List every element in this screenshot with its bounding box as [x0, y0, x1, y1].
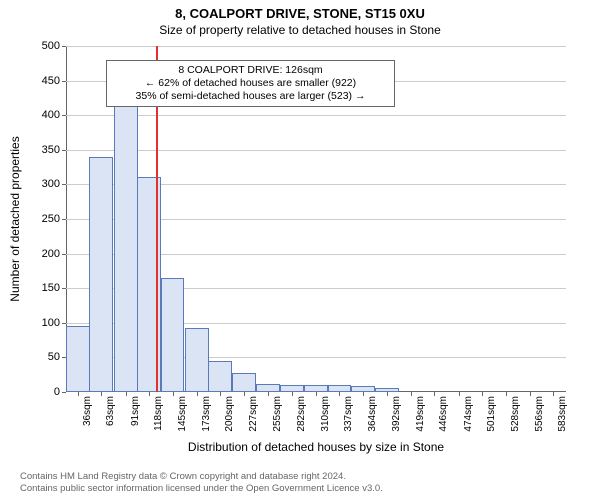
xtick-mark	[434, 392, 435, 396]
xtick-mark	[339, 392, 340, 396]
ytick-label: 400	[42, 109, 60, 121]
footer-line-2: Contains public sector information licen…	[20, 483, 580, 494]
xtick-label: 173sqm	[201, 396, 212, 432]
histogram-bar	[256, 384, 280, 392]
ytick-label: 500	[42, 40, 60, 52]
ytick-label: 200	[42, 248, 60, 260]
xtick-label: 501sqm	[486, 396, 497, 432]
annotation-line2: ← 62% of detached houses are smaller (92…	[113, 77, 388, 90]
ytick-label: 450	[42, 75, 60, 87]
footer-line-1: Contains HM Land Registry data © Crown c…	[20, 471, 580, 482]
xtick-mark	[553, 392, 554, 396]
x-axis-label: Distribution of detached houses by size …	[66, 440, 566, 454]
annotation-line3: 35% of semi-detached houses are larger (…	[113, 90, 388, 103]
xtick-mark	[101, 392, 102, 396]
xtick-mark	[411, 392, 412, 396]
histogram-bar	[328, 385, 352, 392]
histogram-bar	[280, 385, 304, 392]
xtick-mark	[292, 392, 293, 396]
xtick-label: 446sqm	[438, 396, 449, 432]
ytick-label: 0	[54, 386, 60, 398]
annotation-box: 8 COALPORT DRIVE: 126sqm← 62% of detache…	[106, 60, 395, 107]
xtick-mark	[197, 392, 198, 396]
xtick-label: 474sqm	[463, 396, 474, 432]
xtick-label: 528sqm	[510, 396, 521, 432]
chart-title: 8, COALPORT DRIVE, STONE, ST15 0XU	[0, 0, 600, 21]
y-axis-label: Number of detached properties	[8, 46, 24, 392]
ytick-label: 300	[42, 178, 60, 190]
ytick-label: 50	[48, 351, 60, 363]
xtick-label: 282sqm	[296, 396, 307, 432]
xtick-label: 310sqm	[320, 396, 331, 432]
ytick-mark	[62, 254, 66, 255]
histogram-bar	[185, 328, 209, 392]
figure: 8, COALPORT DRIVE, STONE, ST15 0XU Size …	[0, 0, 600, 500]
histogram-bar	[304, 385, 328, 392]
xtick-mark	[316, 392, 317, 396]
annotation-line1: 8 COALPORT DRIVE: 126sqm	[113, 64, 388, 77]
xtick-mark	[482, 392, 483, 396]
histogram-bar	[232, 373, 256, 392]
xtick-label: 583sqm	[557, 396, 568, 432]
xtick-label: 118sqm	[153, 396, 164, 431]
ytick-mark	[62, 184, 66, 185]
ytick-mark	[62, 81, 66, 82]
xtick-mark	[459, 392, 460, 396]
ytick-label: 250	[42, 213, 60, 225]
histogram-bar	[66, 326, 90, 392]
ytick-label: 150	[42, 282, 60, 294]
xtick-label: 255sqm	[272, 396, 283, 432]
xtick-mark	[173, 392, 174, 396]
xtick-label: 337sqm	[343, 396, 354, 432]
xtick-label: 36sqm	[82, 396, 93, 426]
xtick-mark	[268, 392, 269, 396]
grid-line	[66, 46, 566, 47]
ytick-mark	[62, 46, 66, 47]
plot-area: 05010015020025030035040045050036sqm63sqm…	[66, 46, 566, 392]
ytick-mark	[62, 288, 66, 289]
xtick-label: 200sqm	[224, 396, 235, 432]
xtick-label: 392sqm	[391, 396, 402, 432]
xtick-mark	[363, 392, 364, 396]
xtick-mark	[387, 392, 388, 396]
grid-line	[66, 150, 566, 151]
xtick-label: 63sqm	[105, 396, 116, 426]
xtick-label: 227sqm	[248, 396, 259, 432]
xtick-mark	[506, 392, 507, 396]
ytick-label: 100	[42, 317, 60, 329]
xtick-label: 419sqm	[415, 396, 426, 432]
xtick-mark	[244, 392, 245, 396]
xtick-mark	[78, 392, 79, 396]
ytick-mark	[62, 323, 66, 324]
xtick-mark	[530, 392, 531, 396]
histogram-bar	[208, 361, 232, 392]
xtick-label: 556sqm	[534, 396, 545, 432]
attribution-footer: Contains HM Land Registry data © Crown c…	[20, 471, 580, 494]
xtick-label: 364sqm	[367, 396, 378, 432]
histogram-bar	[114, 103, 138, 392]
chart-subtitle: Size of property relative to detached ho…	[0, 21, 600, 37]
ytick-mark	[62, 219, 66, 220]
ytick-label: 350	[42, 144, 60, 156]
histogram-bar	[89, 157, 113, 392]
xtick-mark	[149, 392, 150, 396]
xtick-mark	[126, 392, 127, 396]
grid-line	[66, 115, 566, 116]
ytick-mark	[62, 115, 66, 116]
xtick-mark	[220, 392, 221, 396]
ytick-mark	[62, 392, 66, 393]
histogram-bar	[161, 278, 185, 392]
xtick-label: 145sqm	[177, 396, 188, 432]
xtick-label: 91sqm	[130, 396, 141, 426]
ytick-mark	[62, 150, 66, 151]
